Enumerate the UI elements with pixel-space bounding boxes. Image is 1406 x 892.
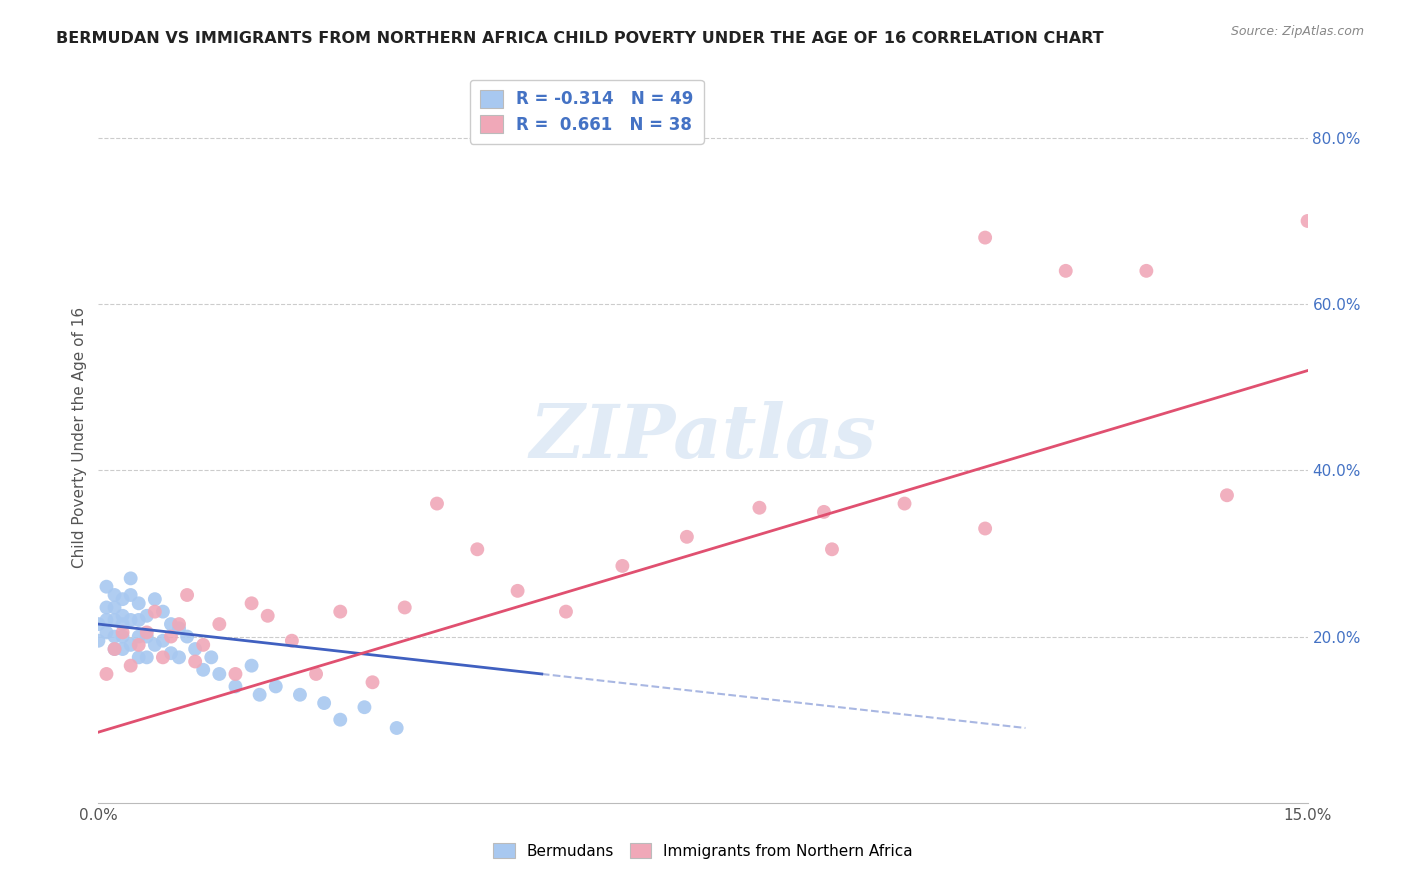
Point bbox=[96, 580, 118, 594]
Point bbox=[264, 680, 287, 694]
Point bbox=[167, 617, 190, 632]
Point bbox=[103, 588, 125, 602]
Text: BERMUDAN VS IMMIGRANTS FROM NORTHERN AFRICA CHILD POVERTY UNDER THE AGE OF 16 CO: BERMUDAN VS IMMIGRANTS FROM NORTHERN AFR… bbox=[56, 31, 1104, 46]
Point bbox=[87, 633, 110, 648]
Point bbox=[184, 655, 207, 669]
Point bbox=[128, 650, 150, 665]
Point bbox=[361, 675, 384, 690]
Point bbox=[329, 605, 352, 619]
Point bbox=[329, 713, 352, 727]
Point bbox=[506, 583, 529, 598]
Point bbox=[128, 638, 150, 652]
Point bbox=[96, 667, 118, 681]
Point bbox=[128, 630, 150, 644]
Point bbox=[193, 663, 215, 677]
Point bbox=[111, 630, 134, 644]
Point bbox=[240, 596, 263, 610]
Point bbox=[152, 633, 174, 648]
Point bbox=[111, 592, 134, 607]
Point bbox=[813, 505, 835, 519]
Point bbox=[249, 688, 271, 702]
Point bbox=[612, 558, 634, 573]
Point bbox=[120, 588, 142, 602]
Point bbox=[281, 633, 304, 648]
Point bbox=[103, 613, 125, 627]
Text: ZIPatlas: ZIPatlas bbox=[530, 401, 876, 474]
Point bbox=[385, 721, 408, 735]
Point bbox=[135, 608, 157, 623]
Point bbox=[103, 642, 125, 657]
Point bbox=[167, 650, 190, 665]
Point bbox=[176, 588, 198, 602]
Legend: Bermudans, Immigrants from Northern Africa: Bermudans, Immigrants from Northern Afri… bbox=[486, 837, 920, 864]
Point bbox=[200, 650, 222, 665]
Point bbox=[893, 497, 915, 511]
Point bbox=[128, 613, 150, 627]
Point bbox=[143, 592, 166, 607]
Point bbox=[426, 497, 449, 511]
Point bbox=[160, 617, 183, 632]
Point bbox=[120, 613, 142, 627]
Point bbox=[1054, 264, 1077, 278]
Point bbox=[184, 642, 207, 657]
Point bbox=[152, 605, 174, 619]
Point bbox=[224, 667, 246, 681]
Point bbox=[394, 600, 416, 615]
Point bbox=[160, 646, 183, 660]
Point bbox=[120, 638, 142, 652]
Point bbox=[748, 500, 770, 515]
Point bbox=[87, 617, 110, 632]
Point bbox=[135, 630, 157, 644]
Point bbox=[167, 621, 190, 635]
Point bbox=[96, 600, 118, 615]
Point bbox=[193, 638, 215, 652]
Point bbox=[208, 617, 231, 632]
Point bbox=[974, 521, 997, 535]
Y-axis label: Child Poverty Under the Age of 16: Child Poverty Under the Age of 16 bbox=[72, 307, 87, 567]
Point bbox=[305, 667, 328, 681]
Point bbox=[96, 625, 118, 640]
Point bbox=[821, 542, 844, 557]
Point bbox=[135, 650, 157, 665]
Point bbox=[120, 571, 142, 585]
Point bbox=[974, 230, 997, 244]
Point bbox=[160, 630, 183, 644]
Point bbox=[103, 600, 125, 615]
Point bbox=[314, 696, 336, 710]
Point bbox=[1216, 488, 1239, 502]
Point bbox=[128, 596, 150, 610]
Point bbox=[111, 642, 134, 657]
Point bbox=[288, 688, 311, 702]
Point bbox=[103, 642, 125, 657]
Point bbox=[111, 625, 134, 640]
Point bbox=[111, 608, 134, 623]
Point bbox=[152, 650, 174, 665]
Point bbox=[256, 608, 278, 623]
Point bbox=[120, 658, 142, 673]
Point bbox=[96, 613, 118, 627]
Point bbox=[353, 700, 375, 714]
Point bbox=[240, 658, 263, 673]
Point bbox=[143, 605, 166, 619]
Point bbox=[224, 680, 246, 694]
Point bbox=[143, 638, 166, 652]
Text: Source: ZipAtlas.com: Source: ZipAtlas.com bbox=[1230, 25, 1364, 38]
Point bbox=[1135, 264, 1157, 278]
Point bbox=[465, 542, 488, 557]
Point bbox=[208, 667, 231, 681]
Point bbox=[135, 625, 157, 640]
Point bbox=[676, 530, 699, 544]
Point bbox=[111, 617, 134, 632]
Point bbox=[176, 630, 198, 644]
Point bbox=[103, 630, 125, 644]
Point bbox=[1296, 214, 1319, 228]
Point bbox=[555, 605, 578, 619]
